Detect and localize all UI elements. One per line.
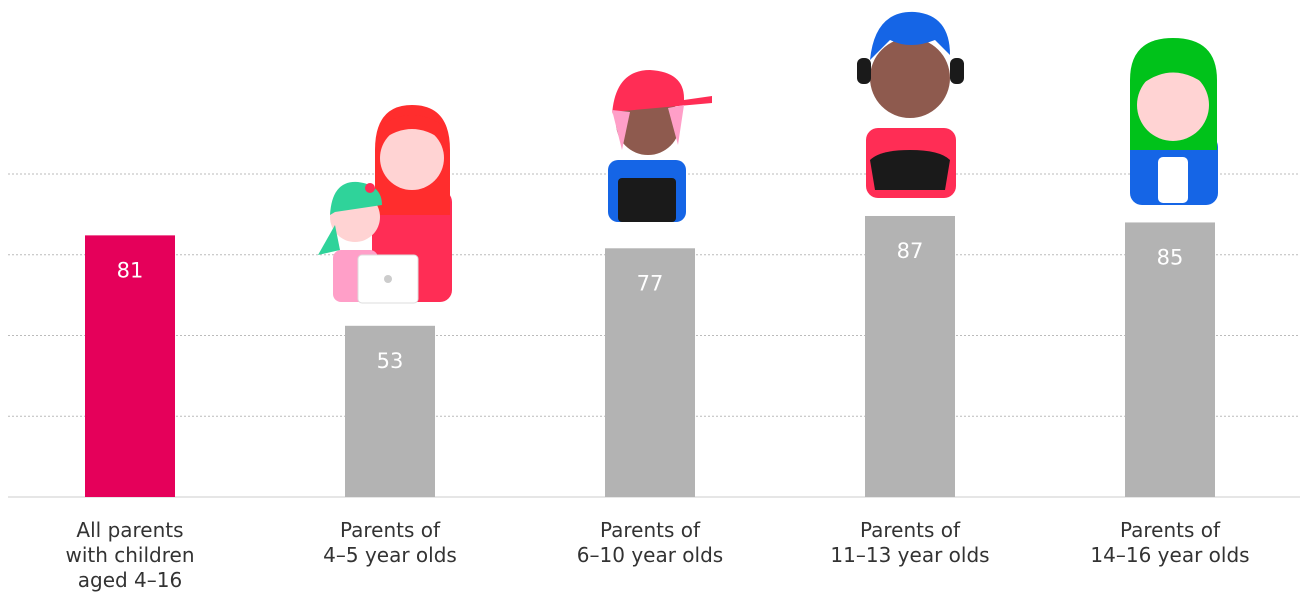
child-bow — [365, 183, 375, 193]
value-label: 87 — [897, 239, 924, 263]
x-tick-label: Parents of 14–16 year olds — [1090, 518, 1249, 567]
bar — [85, 235, 175, 497]
bar — [1125, 222, 1215, 497]
x-tick-label: Parents of 11–13 year olds — [830, 518, 989, 567]
value-label: 85 — [1157, 245, 1184, 269]
child-ponytail — [318, 225, 340, 255]
tablet — [618, 178, 676, 222]
value-label: 81 — [117, 258, 144, 282]
adult-face — [380, 126, 444, 190]
tablet-button — [384, 275, 392, 283]
headset — [857, 58, 871, 84]
value-label: 53 — [377, 349, 404, 373]
kid-hair — [612, 105, 684, 150]
teen-hair — [870, 11, 950, 60]
bar — [605, 248, 695, 497]
illustrations — [318, 11, 1218, 304]
x-tick-label: Parents of 6–10 year olds — [577, 518, 723, 567]
bar — [345, 325, 435, 497]
x-tick-label: Parents of 4–5 year olds — [323, 518, 457, 567]
value-label: 77 — [637, 271, 664, 295]
bar — [865, 215, 955, 498]
headset — [950, 58, 964, 84]
teen2-fringe — [1135, 55, 1212, 90]
adult-fringe — [382, 115, 442, 140]
controller — [870, 150, 950, 190]
phone — [1158, 157, 1188, 203]
kid-cap — [612, 70, 712, 115]
x-tick-label: All parents with children aged 4–16 — [65, 518, 194, 592]
teen-face — [870, 38, 950, 118]
teen2-face — [1137, 69, 1209, 141]
